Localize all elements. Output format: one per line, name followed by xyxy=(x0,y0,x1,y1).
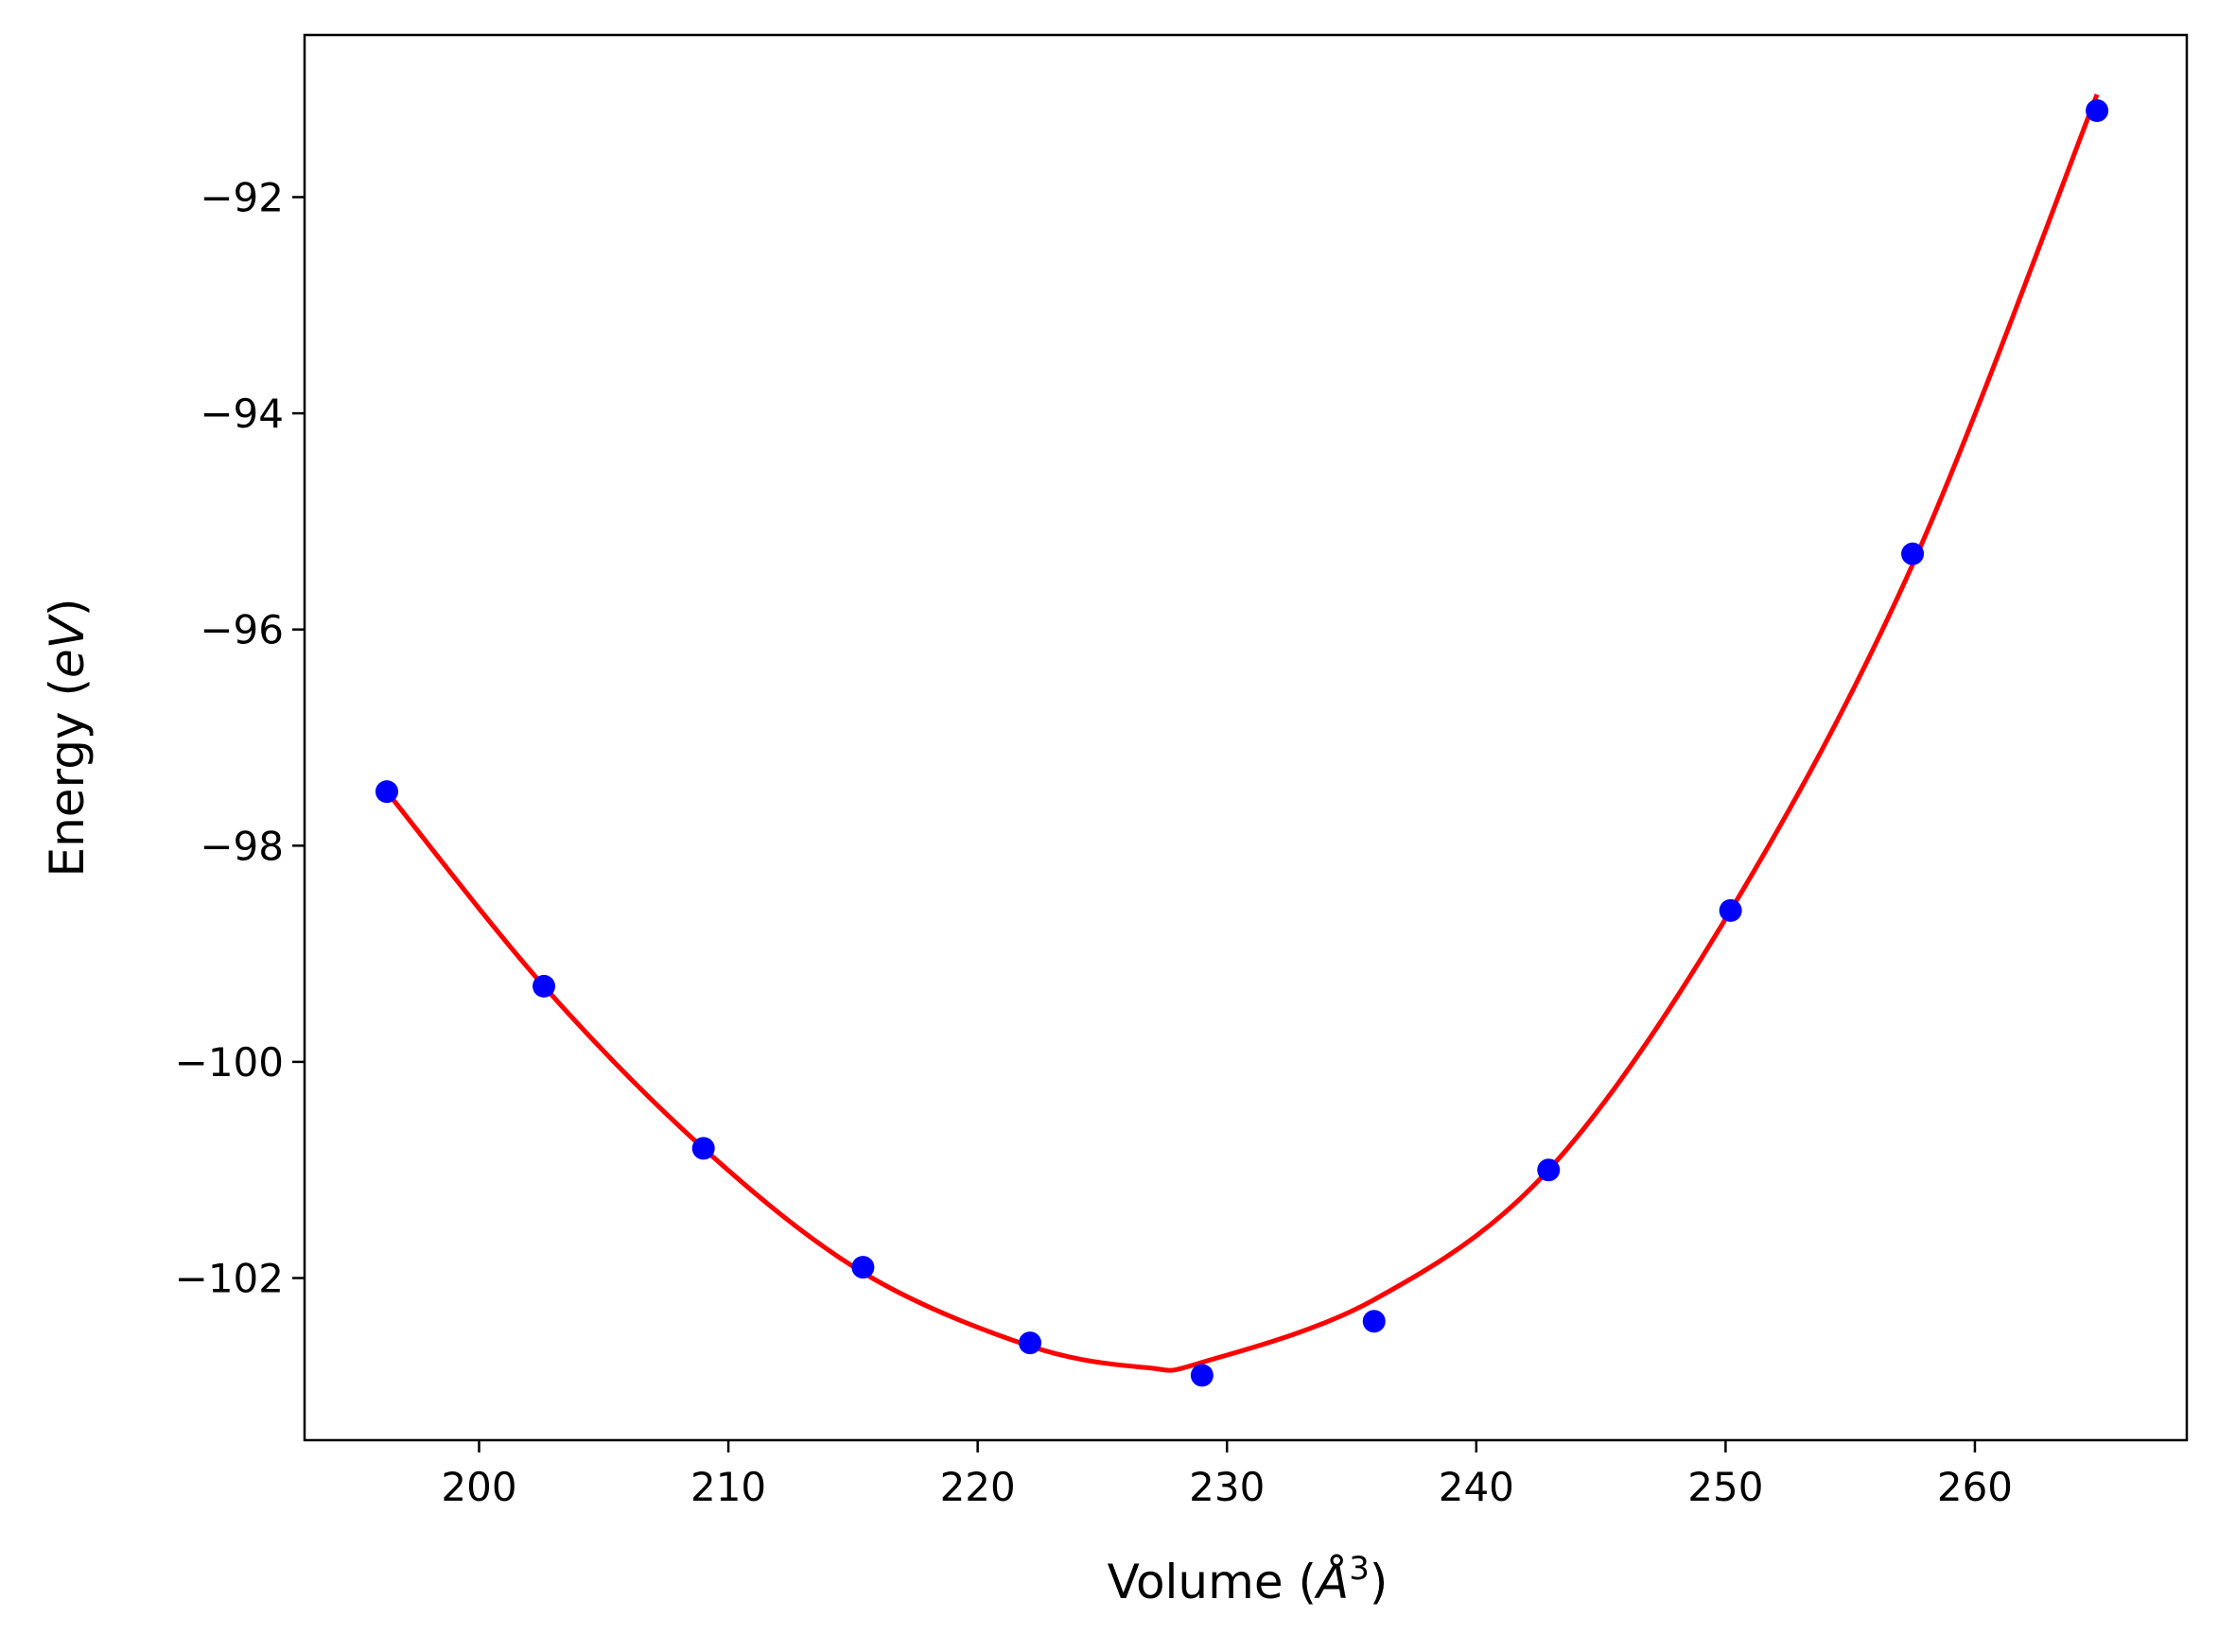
data-point xyxy=(1719,898,1742,922)
y-axis-label: Energy (eV) xyxy=(40,599,95,878)
data-point xyxy=(1537,1158,1561,1182)
y-tick-label: −98 xyxy=(200,823,284,869)
data-point xyxy=(2086,99,2109,123)
x-tick-label: 230 xyxy=(1189,1464,1265,1510)
y-tick-label: −96 xyxy=(200,607,284,653)
x-tick-label: 250 xyxy=(1687,1464,1763,1510)
x-tick-label: 260 xyxy=(1937,1464,2013,1510)
fit-curve-line xyxy=(385,93,2100,1373)
plot-frame xyxy=(303,33,2189,1442)
data-point xyxy=(1901,542,1925,565)
data-point xyxy=(533,974,556,998)
data-point xyxy=(1362,1310,1386,1333)
y-tick-label: −100 xyxy=(175,1039,284,1086)
x-tick-label: 220 xyxy=(940,1464,1016,1510)
y-axis-ticks: −92 −94 −96 −98 −100 −102 xyxy=(175,174,305,1302)
data-points-layer xyxy=(375,99,2109,1387)
data-point xyxy=(1190,1364,1214,1387)
data-point xyxy=(851,1256,875,1279)
data-point xyxy=(1019,1331,1042,1355)
y-tick-label: −102 xyxy=(175,1256,284,1302)
x-tick-label: 240 xyxy=(1439,1464,1514,1510)
y-tick-label: −92 xyxy=(200,174,284,220)
fit-curve-layer xyxy=(385,93,2100,1373)
x-axis-label: Volume (Å3) xyxy=(1108,1550,1388,1609)
data-point xyxy=(375,780,398,804)
x-axis-ticks: 200 210 220 230 240 250 260 xyxy=(441,1440,2013,1510)
x-tick-label: 200 xyxy=(441,1464,516,1510)
x-tick-label: 210 xyxy=(690,1464,766,1510)
y-tick-label: −94 xyxy=(200,391,284,437)
data-point xyxy=(691,1137,715,1160)
